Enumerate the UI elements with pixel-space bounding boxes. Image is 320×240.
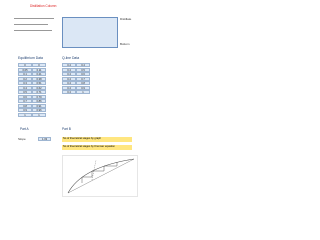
table-cell: 0.6 <box>76 72 90 76</box>
table-cell: 0.8 <box>18 103 32 108</box>
table-cell: 0.71 <box>32 90 46 94</box>
table-cell: 0.91 <box>32 103 46 108</box>
table-cell: 0.4 <box>62 90 76 94</box>
table-cell: 0.21 <box>32 72 46 76</box>
table-cell: 0.1 <box>18 72 32 76</box>
table-cell: 0.4 <box>62 81 76 85</box>
table-cell: 0.4 <box>62 85 76 90</box>
rule <box>14 18 54 19</box>
table-cell: 0.5 <box>18 90 32 94</box>
table-cell: 0.9 <box>18 108 32 112</box>
table-cell: 0.96 <box>32 108 46 112</box>
table-cell: 0.05 <box>18 67 32 72</box>
bottom-label: Bottom <box>120 42 130 46</box>
page: {"header":{"title":"Distillation Column"… <box>0 0 149 198</box>
table-cell: 0.5 <box>76 67 90 72</box>
column-box <box>62 17 118 48</box>
part-b: Part B <box>62 127 71 131</box>
slope-label: Slope <box>18 137 26 141</box>
title: Distillation Column <box>30 4 57 8</box>
note: No of theoretical stages by graph <box>62 137 132 142</box>
q-title: Q-line Data <box>62 56 80 60</box>
table-cell: 0.4 <box>76 63 90 67</box>
table-cell: 0 <box>32 63 46 67</box>
table-cell: 0.51 <box>32 81 46 85</box>
table-cell: 0.7 <box>18 99 32 103</box>
distillate-label: Distillate <box>120 17 132 21</box>
table-cell: 1 <box>18 112 32 117</box>
table-cell: 0.86 <box>32 99 46 103</box>
table-cell: 0.4 <box>18 85 32 90</box>
table-cell: 0.11 <box>32 67 46 72</box>
table-cell: 0.62 <box>32 85 46 90</box>
mccabe-thiele-plot <box>62 155 138 197</box>
part-a: Part A <box>20 127 29 131</box>
table-cell: 1 <box>76 90 90 94</box>
table-cell: 0 <box>18 63 32 67</box>
rule <box>14 24 48 25</box>
eq-title: Equilibrium Data <box>18 56 43 60</box>
table-cell: 0.7 <box>76 76 90 81</box>
table-cell: 0.3 <box>18 81 32 85</box>
table-cell: 0.4 <box>62 67 76 72</box>
table-cell: 0.4 <box>62 72 76 76</box>
note: No of theoretical stages by Kremser equa… <box>62 145 132 150</box>
table-cell: 0.4 <box>62 76 76 81</box>
slope-value: 1.33 <box>38 137 51 141</box>
table-cell: 0.4 <box>62 63 76 67</box>
table-cell: 1 <box>32 112 46 117</box>
table-cell: 0.79 <box>32 94 46 99</box>
table-cell: 0.2 <box>18 76 32 81</box>
table-cell: 0.8 <box>76 81 90 85</box>
table-cell: 0.38 <box>32 76 46 81</box>
table-cell: 0.9 <box>76 85 90 90</box>
table-cell: 0.6 <box>18 94 32 99</box>
rule <box>14 30 52 31</box>
